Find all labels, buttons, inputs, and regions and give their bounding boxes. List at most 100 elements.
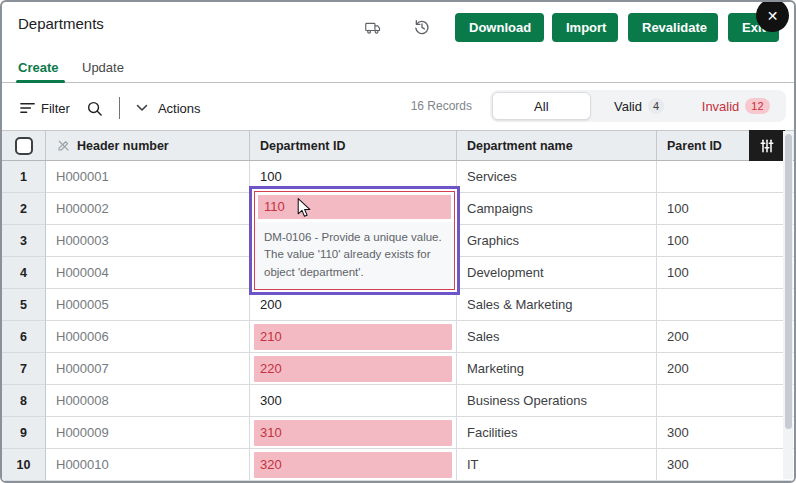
- row-number-cell: 3: [2, 225, 46, 257]
- parent-id-cell[interactable]: 200: [657, 321, 794, 353]
- row-number-cell: 2: [2, 193, 46, 225]
- validation-error-tooltip: DM-0106 - Provide a unique value. The va…: [255, 222, 454, 289]
- invalid-cell-value: 110: [258, 195, 451, 219]
- tab-create[interactable]: Create: [18, 60, 58, 75]
- revalidate-button[interactable]: Revalidate: [628, 13, 718, 42]
- column-label: Department name: [467, 139, 573, 153]
- header-number-cell[interactable]: H000008: [46, 385, 250, 417]
- department-name-cell[interactable]: Campaigns: [457, 193, 657, 225]
- parent-id-cell[interactable]: 300: [657, 449, 794, 481]
- column-label: Parent ID: [667, 139, 722, 153]
- department-id-cell[interactable]: 310: [250, 417, 457, 449]
- segment-invalid[interactable]: Invalid 12: [687, 92, 784, 120]
- filter-button[interactable]: Filter: [20, 101, 70, 116]
- department-id-value: 300: [254, 385, 452, 416]
- parent-id-cell[interactable]: 100: [657, 257, 794, 289]
- department-name-cell[interactable]: Sales & Marketing: [457, 289, 657, 321]
- header-number-cell[interactable]: H000009: [46, 417, 250, 449]
- column-settings-icon: [759, 138, 775, 154]
- selected-department-id-cell[interactable]: 110: [255, 192, 454, 222]
- select-all-cell: [2, 131, 46, 160]
- close-icon[interactable]: ✕: [756, 0, 789, 32]
- row-number-cell: 10: [2, 449, 46, 481]
- department-name-cell[interactable]: Marketing: [457, 353, 657, 385]
- header-number-cell[interactable]: H000005: [46, 289, 250, 321]
- department-name-cell[interactable]: Facilities: [457, 417, 657, 449]
- actions-label: Actions: [158, 101, 201, 116]
- vertical-scrollbar[interactable]: [783, 131, 793, 479]
- column-settings-button[interactable]: [749, 130, 785, 161]
- search-button[interactable]: [86, 100, 103, 117]
- column-header-department-id: Department ID: [250, 131, 457, 160]
- department-name-cell[interactable]: Development: [457, 257, 657, 289]
- row-number-cell: 5: [2, 289, 46, 321]
- header-number-cell[interactable]: H000004: [46, 257, 250, 289]
- table-row: 10 H000010 320 IT 300: [2, 449, 794, 481]
- row-number-cell: 4: [2, 257, 46, 289]
- header-number-cell[interactable]: H000003: [46, 225, 250, 257]
- valid-count-badge: 4: [648, 98, 664, 114]
- header-number-cell[interactable]: H000006: [46, 321, 250, 353]
- department-name-cell[interactable]: Services: [457, 161, 657, 193]
- row-number-cell: 8: [2, 385, 46, 417]
- departments-window: Departments Download Import Revalidate E…: [0, 0, 796, 483]
- import-button[interactable]: Import: [552, 13, 618, 42]
- department-name-cell[interactable]: Business Operations: [457, 385, 657, 417]
- parent-id-cell[interactable]: [657, 385, 794, 417]
- department-id-value: 310: [254, 420, 452, 446]
- department-name-cell[interactable]: IT: [457, 449, 657, 481]
- row-number-cell: 7: [2, 353, 46, 385]
- segment-all[interactable]: All: [492, 92, 591, 120]
- header-number-cell[interactable]: H000002: [46, 193, 250, 225]
- tab-bar: Create Update: [2, 58, 794, 83]
- parent-id-cell[interactable]: [657, 161, 794, 193]
- column-header-header-number: Header number: [46, 131, 250, 160]
- toolbar-right: 16 Records All Valid 4 Invalid 12: [411, 90, 786, 122]
- row-number-cell: 1: [2, 161, 46, 193]
- department-id-cell[interactable]: 210: [250, 321, 457, 353]
- segment-valid[interactable]: Valid 4: [591, 92, 688, 120]
- tab-update[interactable]: Update: [82, 60, 124, 75]
- selected-cell-overlay: 110 DM-0106 - Provide a unique value. Th…: [249, 186, 460, 295]
- table-row: 7 H000007 220 Marketing 200: [2, 353, 794, 385]
- record-filter-segmented-control: All Valid 4 Invalid 12: [490, 90, 786, 122]
- department-id-value: 320: [254, 452, 452, 478]
- filter-label: Filter: [41, 101, 70, 116]
- segment-all-label: All: [534, 99, 548, 114]
- scrollbar-thumb[interactable]: [785, 134, 792, 429]
- header-number-cell[interactable]: H000001: [46, 161, 250, 193]
- header-number-cell[interactable]: H000010: [46, 449, 250, 481]
- department-id-value: 210: [254, 324, 452, 350]
- department-id-cell[interactable]: 320: [250, 449, 457, 481]
- parent-id-cell[interactable]: 300: [657, 417, 794, 449]
- filter-icon: [20, 101, 35, 115]
- department-id-cell[interactable]: 300: [250, 385, 457, 417]
- parent-id-cell[interactable]: 100: [657, 225, 794, 257]
- chevron-down-icon: [136, 104, 148, 112]
- department-id-cell[interactable]: 220: [250, 353, 457, 385]
- actions-menu-button[interactable]: Actions: [136, 101, 201, 116]
- download-button[interactable]: Download: [455, 13, 544, 42]
- segment-valid-label: Valid: [614, 99, 642, 114]
- history-icon[interactable]: [412, 17, 432, 37]
- parent-id-cell[interactable]: 100: [657, 193, 794, 225]
- active-tab-underline: [16, 80, 65, 83]
- select-all-checkbox[interactable]: [15, 137, 33, 155]
- header-number-cell[interactable]: H000007: [46, 353, 250, 385]
- column-label: Header number: [77, 139, 169, 153]
- department-name-cell[interactable]: Sales: [457, 321, 657, 353]
- page-title: Departments: [18, 15, 104, 32]
- invalid-cell-outline: 110 DM-0106 - Provide a unique value. Th…: [254, 191, 455, 290]
- table-header: Header number Department ID Department n…: [2, 130, 794, 161]
- delivery-truck-icon[interactable]: [362, 18, 382, 38]
- department-name-cell[interactable]: Graphics: [457, 225, 657, 257]
- search-icon: [86, 100, 103, 117]
- parent-id-cell[interactable]: [657, 289, 794, 321]
- row-number-cell: 6: [2, 321, 46, 353]
- column-label: Department ID: [260, 139, 345, 153]
- parent-id-cell[interactable]: 200: [657, 353, 794, 385]
- table-row: 9 H000009 310 Facilities 300: [2, 417, 794, 449]
- records-count: 16 Records: [411, 99, 472, 113]
- read-only-pencil-icon: [56, 138, 71, 153]
- toolbar-left: Filter Actions: [20, 95, 201, 121]
